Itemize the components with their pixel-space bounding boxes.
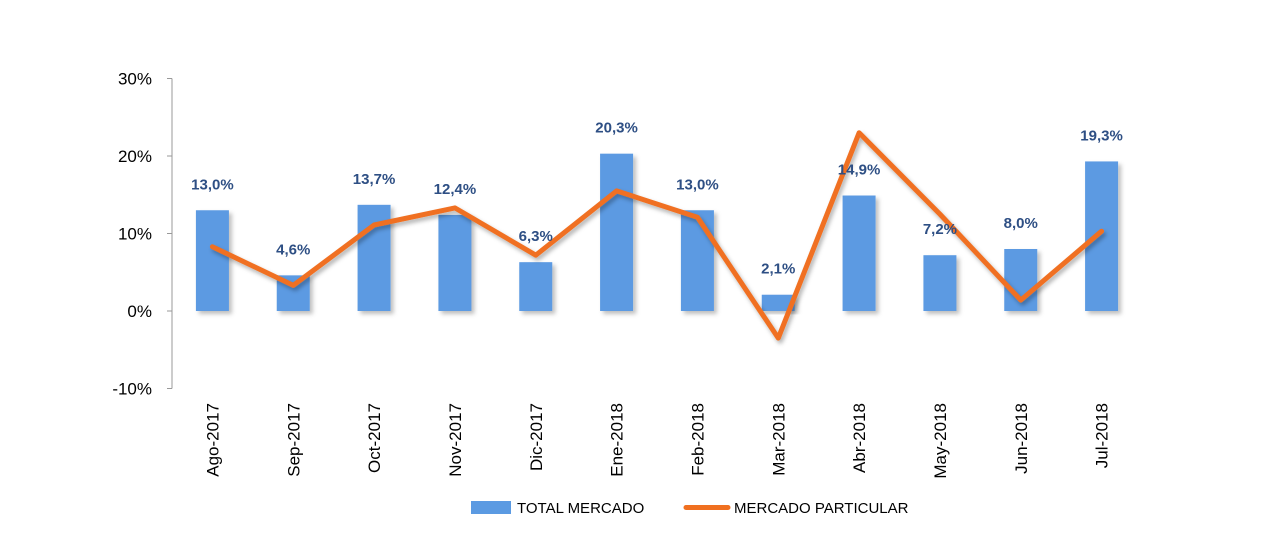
bar-total-mercado (195, 210, 229, 311)
bar-data-label: 2,1% (761, 261, 795, 278)
data-labels: 13,0% 4,6% 13,7% 12,4% 6,3% 20,3% 13,0% 2,1% 14,… (191, 120, 1123, 278)
bar-series (195, 153, 1119, 311)
bar-data-label: 14,9% (838, 162, 881, 179)
bar-data-label: 19,3% (1080, 127, 1123, 144)
bar-total-mercado (842, 195, 876, 311)
x-tick-label: May-2018 (931, 403, 950, 479)
x-tick-label: Ago-2017 (203, 403, 222, 477)
x-tick-label: Ene-2018 (608, 403, 627, 477)
legend-label-mercado-particular: MERCADO PARTICULAR (734, 500, 909, 517)
legend-swatch-total-mercado (471, 501, 511, 514)
x-tick-label: Jul-2018 (1093, 403, 1112, 468)
bar-data-label: 7,2% (923, 221, 957, 238)
y-tick-label: -10% (112, 380, 152, 399)
bar-data-label: 4,6% (276, 241, 310, 258)
line-mercado-particular (209, 130, 1105, 341)
bar-total-mercado (438, 214, 472, 311)
bar-data-label: 13,7% (353, 171, 396, 188)
bar-data-label: 20,3% (595, 120, 638, 137)
line-series (209, 130, 1105, 341)
x-tick-label: Mar-2018 (769, 403, 788, 476)
bar-data-label: 6,3% (519, 228, 553, 245)
bar-total-mercado (1085, 161, 1119, 311)
x-axis: Ago-2017 Sep-2017 Oct-2017 Nov-2017 Dic-2017… (203, 403, 1111, 479)
bar-data-label: 13,0% (191, 176, 234, 193)
bar-data-label: 12,4% (434, 181, 477, 198)
y-tick-label: 0% (127, 302, 152, 321)
x-tick-label: Dic-2017 (527, 403, 546, 471)
bar-total-mercado (519, 262, 553, 311)
x-tick-label: Sep-2017 (284, 403, 303, 477)
x-tick-label: Nov-2017 (446, 403, 465, 477)
y-tick-label: 10% (118, 225, 152, 244)
bar-total-mercado (680, 210, 714, 311)
legend-label-total-mercado: TOTAL MERCADO (517, 500, 644, 517)
bar-total-mercado (600, 153, 634, 311)
y-tick-label: 20% (118, 147, 152, 166)
legend: TOTAL MERCADO MERCADO PARTICULAR (471, 500, 909, 517)
bar-data-label: 8,0% (1004, 215, 1038, 232)
x-tick-label: Jun-2018 (1012, 403, 1031, 474)
bar-data-label: 13,0% (676, 176, 719, 193)
bar-total-mercado (761, 294, 795, 311)
y-axis: 30% 20% 10% 0% -10% (112, 70, 173, 399)
bar-total-mercado (923, 255, 957, 311)
y-tick-label: 30% (118, 70, 152, 89)
x-tick-label: Feb-2018 (688, 403, 707, 476)
x-tick-label: Oct-2017 (365, 403, 384, 473)
x-tick-label: Abr-2018 (850, 403, 869, 473)
